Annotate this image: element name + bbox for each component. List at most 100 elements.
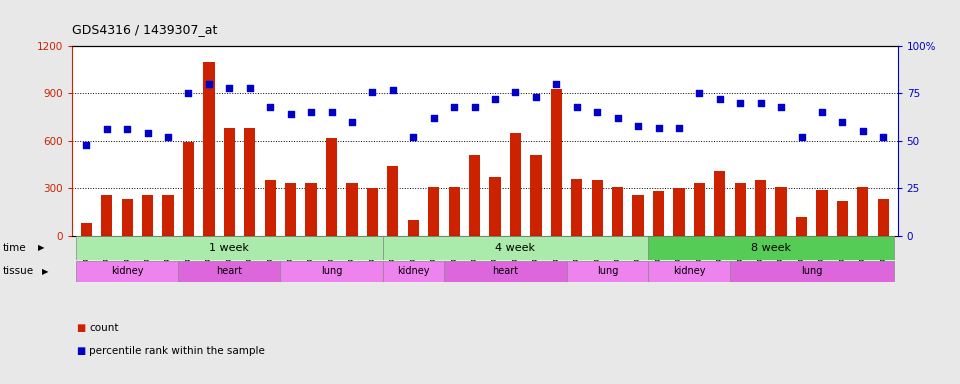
Point (651, 124, 666, 131)
Point (732, 100, 748, 106)
Bar (510, 133, 521, 236)
Point (385, 87, 400, 93)
Text: lung: lung (321, 266, 342, 276)
Bar (694, 184, 705, 236)
Point (405, 134, 420, 140)
Bar (122, 199, 132, 236)
Bar (305, 184, 317, 236)
Bar (633, 195, 644, 236)
Bar (367, 188, 378, 236)
Point (671, 124, 686, 131)
Bar (387, 166, 398, 236)
Bar (612, 187, 623, 236)
Bar (76, 236, 383, 260)
Bar (734, 184, 746, 236)
Bar (408, 220, 419, 236)
Text: percentile rank within the sample: percentile rank within the sample (89, 346, 265, 356)
Text: time: time (3, 243, 27, 253)
Text: ▶: ▶ (38, 243, 45, 253)
Bar (571, 179, 583, 236)
Point (283, 111, 299, 118)
Point (794, 134, 809, 140)
Bar (756, 180, 766, 236)
Point (774, 104, 789, 110)
Point (835, 119, 851, 125)
Bar (101, 195, 112, 236)
Text: tissue: tissue (3, 266, 34, 276)
Bar (816, 190, 828, 236)
Bar (244, 128, 255, 236)
Text: 4 week: 4 week (495, 243, 536, 253)
Bar (224, 128, 235, 236)
Bar (81, 223, 92, 236)
Bar (551, 89, 562, 236)
Point (79, 142, 94, 148)
Point (569, 104, 585, 110)
Bar (383, 261, 444, 282)
Bar (837, 201, 848, 236)
Text: ■: ■ (76, 346, 85, 356)
Point (528, 94, 543, 100)
Bar (280, 261, 383, 282)
Bar (877, 199, 889, 236)
Point (345, 119, 360, 125)
Point (712, 96, 728, 102)
Text: 1 week: 1 week (209, 243, 250, 253)
Bar (265, 180, 276, 236)
Bar (383, 236, 648, 260)
Text: kidney: kidney (397, 266, 429, 276)
Bar (673, 188, 684, 236)
Point (814, 109, 829, 116)
Bar (428, 187, 440, 236)
Bar (653, 191, 664, 236)
Bar (285, 184, 297, 236)
Point (446, 104, 462, 110)
Text: heart: heart (216, 266, 243, 276)
Bar (730, 261, 894, 282)
Point (262, 104, 277, 110)
Text: ▶: ▶ (42, 267, 49, 276)
Bar (857, 187, 869, 236)
Point (303, 109, 319, 116)
Point (324, 109, 339, 116)
Point (467, 104, 482, 110)
Point (119, 126, 134, 132)
Bar (162, 195, 174, 236)
Text: count: count (89, 323, 119, 333)
Bar (566, 261, 648, 282)
Point (140, 130, 156, 136)
Point (488, 96, 503, 102)
Point (365, 88, 380, 94)
Text: lung: lung (801, 266, 823, 276)
Bar (182, 142, 194, 236)
Point (160, 134, 176, 140)
Bar (648, 236, 894, 260)
Bar (469, 155, 480, 236)
Point (508, 88, 523, 94)
Point (426, 115, 442, 121)
Point (589, 109, 605, 116)
Bar (714, 171, 726, 236)
Point (753, 100, 768, 106)
Text: 8 week: 8 week (751, 243, 791, 253)
Point (631, 122, 646, 129)
Bar (142, 195, 154, 236)
Point (876, 134, 891, 140)
Bar (204, 62, 214, 236)
Point (692, 90, 708, 96)
Text: ■: ■ (76, 323, 85, 333)
Bar (530, 155, 541, 236)
Bar (347, 184, 357, 236)
Bar (448, 187, 460, 236)
Point (202, 81, 217, 87)
Point (610, 115, 625, 121)
Point (180, 90, 196, 96)
Bar (444, 261, 566, 282)
Bar (325, 138, 337, 236)
Point (549, 81, 564, 87)
Bar (490, 177, 500, 236)
Text: kidney: kidney (673, 266, 706, 276)
Bar (648, 261, 730, 282)
Text: kidney: kidney (111, 266, 143, 276)
Point (222, 85, 237, 91)
